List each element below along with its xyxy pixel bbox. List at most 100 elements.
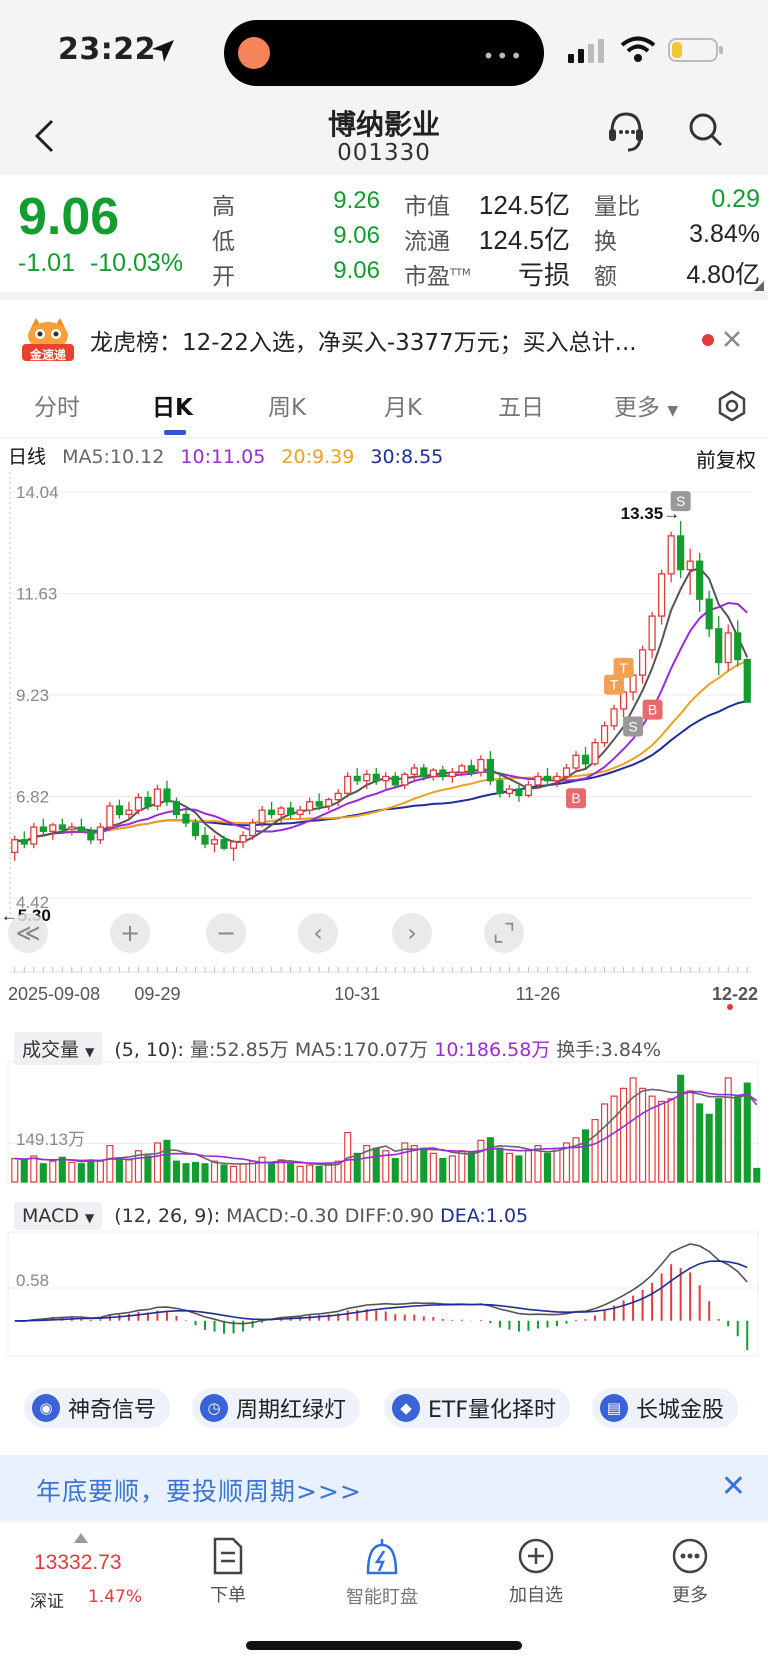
candle-up	[153, 788, 162, 807]
promo-banner[interactable]: 年底要顺，要投顺周期>>> ✕	[0, 1455, 768, 1521]
ma5-value: MA5:10.12	[62, 446, 165, 468]
nav-header: 博纳影业 001330	[0, 100, 768, 175]
turnover-value: 3.84%	[689, 220, 760, 248]
candle-up	[648, 615, 656, 651]
index-value[interactable]: 13332.73	[34, 1551, 122, 1574]
candle-up	[363, 773, 371, 782]
candle-down	[39, 826, 47, 832]
unread-dot	[702, 334, 714, 346]
volume-bar	[448, 1155, 456, 1183]
zoom-in-icon-bg	[110, 913, 150, 953]
candle-up	[562, 767, 571, 778]
zoom-out-icon-bg	[206, 913, 246, 953]
fullscreen-icon[interactable]: ⌞⌝	[484, 913, 524, 953]
high-annotation: 13.35→	[621, 504, 681, 523]
y-tick-label: 6.82	[16, 788, 49, 807]
feature-chips: ◉ 神奇信号 ◷ 周期红绿灯 ◆ ETF量化择时 ▤ 长城金股	[0, 1388, 768, 1448]
today-dot	[727, 1004, 733, 1010]
candle-up	[429, 769, 437, 778]
mktcap-value: 124.5亿	[478, 190, 570, 220]
chip-etf-timing[interactable]: ◆ ETF量化择时	[384, 1388, 570, 1428]
status-bar: 23:22 •••	[0, 0, 768, 100]
candle-down	[715, 628, 723, 664]
macd-legend: MACD ▼ (12, 26, 9): MACD:-0.30 DIFF:0.90…	[14, 1202, 528, 1230]
volume-bar	[20, 1159, 28, 1183]
chip-cycle-light[interactable]: ◷ 周期红绿灯	[192, 1388, 361, 1428]
zoom-out-icon[interactable]: −	[206, 913, 246, 953]
tab-intraday[interactable]: 分时	[34, 395, 80, 421]
volume-bar	[334, 1160, 342, 1183]
tab-weekly[interactable]: 周K	[268, 395, 307, 421]
ma5-line	[14, 566, 749, 843]
candle-up	[553, 775, 561, 782]
volume-bar	[363, 1144, 371, 1183]
chip-magic-signal[interactable]: ◉ 神奇信号	[24, 1388, 171, 1428]
banner-text: 龙虎榜：12-22入选，净买入-3377万元；买入总计...	[90, 330, 637, 356]
add-circle-icon	[518, 1538, 554, 1574]
volume-bar	[39, 1163, 47, 1183]
macd-selector[interactable]: MACD ▼	[14, 1202, 103, 1230]
ma20-value: 20:9.39	[281, 446, 355, 468]
volume-bar	[515, 1155, 523, 1183]
volume-bar	[144, 1155, 152, 1183]
volume-bar	[505, 1152, 513, 1183]
volume-bar	[30, 1155, 38, 1183]
promo-close-icon[interactable]: ✕	[720, 1469, 746, 1504]
volume-bar	[420, 1147, 428, 1183]
back-icon[interactable]	[32, 118, 56, 154]
ma20-line	[14, 660, 748, 843]
candle-up	[229, 841, 238, 849]
volume-bar	[629, 1077, 637, 1183]
toolbar-add-watchlist[interactable]: 加自选	[486, 1537, 586, 1607]
collapse-left-icon[interactable]: ≪	[8, 913, 48, 953]
customer-service-icon[interactable]	[606, 110, 646, 154]
volume-bar	[639, 1087, 647, 1183]
volume-bar	[296, 1165, 304, 1183]
trade-marker-label: S	[628, 718, 637, 734]
x-tick-label: 12-22	[712, 984, 758, 1004]
tab-five-day[interactable]: 五日	[498, 395, 544, 421]
y-tick-label: 11.63	[16, 585, 57, 604]
candle-down	[77, 826, 85, 832]
trade-marker-label: B	[648, 702, 657, 718]
scroll-right-icon[interactable]: ›	[392, 913, 432, 953]
diff-line	[14, 1243, 748, 1325]
trade-marker-label: B	[571, 790, 580, 806]
volratio-label: 量比	[594, 194, 640, 220]
active-tab-indicator	[164, 430, 186, 435]
settings-icon[interactable]	[716, 390, 748, 422]
pe-label: 市盈TTM	[404, 264, 471, 290]
zoom-in-icon[interactable]: +	[110, 913, 150, 953]
candle-down	[58, 824, 66, 830]
scroll-left-icon[interactable]: ‹	[298, 913, 338, 953]
news-banner[interactable]: 金速递 龙虎榜：12-22入选，净买入-3377万元；买入总计...	[0, 308, 768, 370]
search-icon[interactable]	[688, 112, 724, 148]
candle-up	[686, 560, 694, 571]
candle-up	[591, 742, 599, 765]
volume-bar	[467, 1151, 475, 1183]
tab-monthly[interactable]: 月K	[384, 395, 423, 421]
volume-selector[interactable]: 成交量 ▼	[14, 1032, 103, 1065]
candle-down	[420, 767, 428, 778]
candle-up	[448, 771, 456, 778]
toolbar-smart-watch[interactable]: 智能盯盘	[332, 1537, 432, 1609]
price-change: -1.01 -10.03%	[18, 249, 183, 278]
candle-down	[467, 765, 475, 773]
scroll-right-icon-glyph: ›	[407, 919, 417, 947]
low-value: 9.06	[333, 222, 380, 249]
toolbar-more[interactable]: 更多	[640, 1537, 740, 1607]
tab-daily[interactable]: 日K	[152, 395, 193, 421]
adjust-mode[interactable]: 前复权	[696, 448, 756, 472]
candle-up	[401, 773, 409, 786]
toolbar-order[interactable]: 下单	[178, 1537, 278, 1607]
close-icon[interactable]	[722, 329, 742, 349]
candlestick-chart[interactable]: 14.0411.639.236.824.4213.35→←5.30SSTTBB≪…	[0, 470, 768, 1010]
volratio-value: 0.29	[711, 185, 760, 213]
index-expand-icon[interactable]	[74, 1533, 88, 1543]
ma10-line	[14, 601, 748, 843]
candle-up	[30, 826, 38, 845]
volume-bar	[391, 1157, 399, 1183]
chip-great-wall-stocks[interactable]: ▤ 长城金股	[592, 1388, 739, 1428]
candle-down	[543, 775, 552, 782]
tab-more[interactable]: 更多 ▼	[614, 395, 679, 421]
